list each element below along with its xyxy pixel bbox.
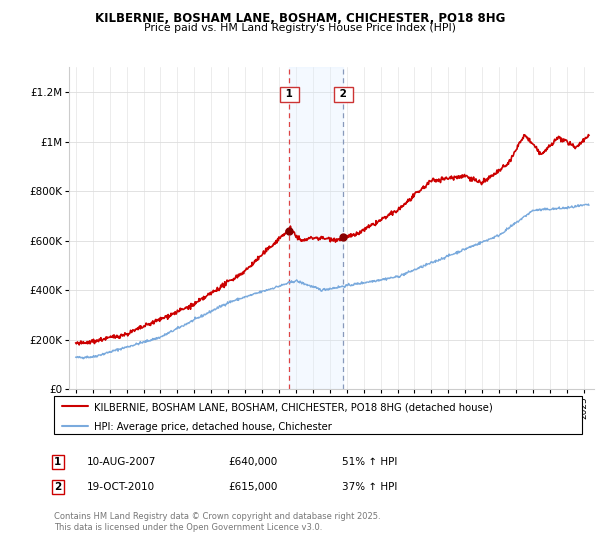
Text: 1: 1 [54, 457, 61, 467]
Text: £615,000: £615,000 [228, 482, 277, 492]
Text: 19-OCT-2010: 19-OCT-2010 [87, 482, 155, 492]
Text: 2: 2 [336, 90, 350, 100]
Text: 2: 2 [54, 482, 61, 492]
Text: HPI: Average price, detached house, Chichester: HPI: Average price, detached house, Chic… [94, 422, 331, 432]
Text: KILBERNIE, BOSHAM LANE, BOSHAM, CHICHESTER, PO18 8HG: KILBERNIE, BOSHAM LANE, BOSHAM, CHICHEST… [95, 12, 505, 25]
Text: 10-AUG-2007: 10-AUG-2007 [87, 457, 157, 467]
Text: 1: 1 [282, 90, 297, 100]
Text: Contains HM Land Registry data © Crown copyright and database right 2025.
This d: Contains HM Land Registry data © Crown c… [54, 512, 380, 532]
Bar [289, 67, 343, 389]
Text: £640,000: £640,000 [228, 457, 277, 467]
Text: 51% ↑ HPI: 51% ↑ HPI [342, 457, 397, 467]
Text: 37% ↑ HPI: 37% ↑ HPI [342, 482, 397, 492]
Text: Price paid vs. HM Land Registry's House Price Index (HPI): Price paid vs. HM Land Registry's House … [144, 23, 456, 33]
Text: KILBERNIE, BOSHAM LANE, BOSHAM, CHICHESTER, PO18 8HG (detached house): KILBERNIE, BOSHAM LANE, BOSHAM, CHICHEST… [94, 402, 493, 412]
